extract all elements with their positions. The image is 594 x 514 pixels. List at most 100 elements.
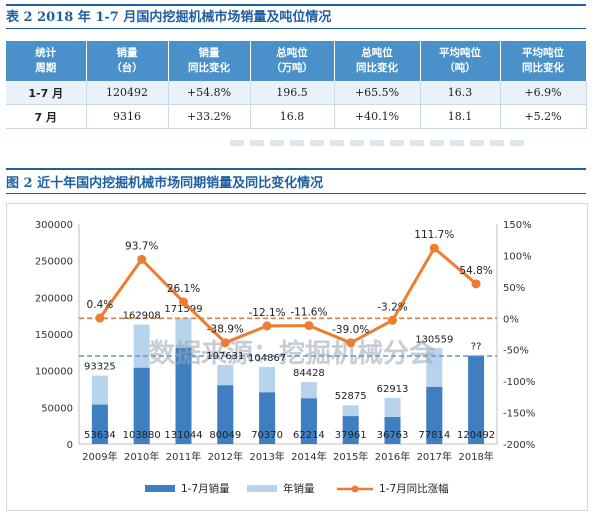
table-row: 7 月 9316 +33.2% 16.8 +40.1% 18.1 +5.2%	[6, 104, 587, 129]
right-tick-label: 100%	[503, 251, 532, 262]
table-cell: +5.2%	[500, 104, 587, 129]
growth-rate-label: -3.2%	[377, 301, 407, 313]
growth-rate-point	[388, 315, 397, 325]
growth-rate-label: -12.1%	[249, 307, 286, 319]
table-title: 表 2 2018 年 1-7 月国内挖掘机械市场销量及吨位情况	[6, 10, 332, 25]
table-row: 1-7 月 120492 +54.8% 196.5 +65.5% 16.3 +6…	[6, 81, 587, 105]
annual-sales-label: 84428	[293, 368, 325, 379]
faint-source-note	[230, 140, 530, 146]
annual-sales-label: 62913	[377, 384, 409, 395]
jan-jul-sales-label: 80049	[209, 430, 241, 441]
growth-rate-label: 111.7%	[414, 229, 454, 241]
chart-title-rule	[6, 193, 586, 194]
left-tick-label: 100000	[35, 367, 73, 378]
annual-sales-label: 107631	[206, 351, 244, 362]
growth-rate-label: -38.9%	[207, 324, 244, 336]
legend-label-growth: 1-7月同比涨幅	[379, 482, 449, 495]
x-tick-label: 2010年	[124, 450, 159, 463]
header-cell: 总吨位 同比变化	[334, 41, 421, 81]
table-cell: 196.5	[250, 81, 335, 105]
x-tick-label: 2012年	[208, 450, 243, 463]
table-title-rule	[6, 28, 586, 29]
x-tick-label: 2011年	[166, 450, 201, 463]
right-tick-label: -150%	[503, 409, 535, 420]
jan-jul-sales-bar	[175, 347, 192, 444]
annual-sales-label: 93325	[84, 362, 116, 373]
table-top-rule	[6, 4, 586, 6]
x-tick-label: 2013年	[249, 450, 284, 463]
left-tick-label: 300000	[35, 220, 73, 231]
stats-table: 统计 周期 销量 （台） 销量 同比变化 总吨位 （万吨） 总吨位 同比变化 平均吨位 （吨…	[6, 41, 587, 129]
table-header-row: 统计 周期 销量 （台） 销量 同比变化 总吨位 （万吨） 总吨位 同比变化 平均吨位 （吨…	[6, 41, 587, 81]
table-cell: +54.8%	[168, 81, 251, 105]
left-tick-label: 200000	[35, 293, 73, 304]
legend-label-annual: 年销量	[283, 482, 315, 495]
growth-rate-label: -11.6%	[290, 307, 327, 319]
jan-jul-sales-label: 77814	[418, 430, 450, 441]
jan-jul-sales-bar	[300, 398, 317, 444]
table-cell: 1-7 月	[6, 81, 87, 105]
left-tick-label: 0	[67, 440, 73, 451]
growth-rate-point	[262, 321, 272, 331]
legend-swatch-jan-jul	[145, 485, 175, 492]
legend-label-jan-jul: 1-7月销量	[181, 482, 230, 495]
table-cell: 16.3	[420, 81, 501, 105]
jan-jul-sales-bar	[342, 416, 359, 444]
growth-rate-point	[95, 313, 105, 323]
table-cell: 18.1	[420, 104, 501, 129]
right-tick-label: -100%	[503, 377, 535, 388]
right-tick-label: 50%	[503, 283, 525, 294]
growth-rate-point	[137, 254, 147, 264]
left-tick-label: 150000	[35, 330, 73, 341]
growth-rate-point	[220, 338, 230, 348]
growth-rate-point	[471, 279, 481, 289]
left-tick-label: 50000	[41, 403, 73, 414]
header-cell: 销量 同比变化	[168, 41, 251, 81]
annual-sales-label: 130559	[415, 334, 453, 345]
jan-jul-sales-bar	[91, 404, 108, 444]
annual-sales-label: 104867	[248, 353, 286, 364]
header-cell: 总吨位 （万吨）	[250, 41, 335, 81]
jan-jul-sales-label: 62214	[293, 430, 325, 441]
annual-sales-label: ??	[471, 342, 482, 353]
header-cell: 统计 周期	[6, 41, 87, 81]
jan-jul-sales-bar	[384, 417, 401, 444]
left-tick-label: 250000	[35, 257, 73, 268]
table-cell: 7 月	[6, 104, 87, 129]
legend-swatch-annual	[247, 485, 277, 492]
growth-rate-line	[98, 245, 478, 345]
jan-jul-sales-label: 70370	[251, 430, 283, 441]
growth-rate-point	[304, 321, 314, 331]
chart-title: 图 2 近十年国内挖掘机械市场同期销量及同比变化情况	[6, 176, 324, 191]
growth-rate-point	[429, 243, 439, 253]
jan-jul-sales-label: 36763	[377, 430, 409, 441]
jan-jul-sales-bar	[468, 355, 485, 444]
annual-sales-label: 52875	[335, 391, 367, 402]
chart-frame: 0 50000 100000 150000 200000 250000 300000 -200…	[6, 203, 588, 511]
growth-rate-label: 93.7%	[125, 240, 158, 252]
right-tick-label: 150%	[503, 220, 532, 231]
x-tick-label: 2017年	[417, 450, 452, 463]
growth-rate-label: -39.0%	[332, 324, 369, 336]
chart-top-rule	[6, 168, 586, 170]
right-tick-label: -200%	[503, 440, 535, 451]
table-cell: 16.8	[250, 104, 335, 129]
x-tick-label: 2018年	[458, 450, 493, 463]
table-cell: +40.1%	[334, 104, 421, 129]
table-cell: 9316	[86, 104, 169, 129]
x-tick-label: 2015年	[333, 450, 368, 463]
watermark-text: 数据来源：挖掘机械分会	[149, 338, 435, 369]
growth-rate-label: 54.8%	[459, 265, 492, 277]
x-tick-label: 2009年	[82, 450, 117, 463]
header-cell: 销量 （台）	[86, 41, 169, 81]
jan-jul-sales-bar	[259, 392, 276, 444]
table-cell: +65.5%	[334, 81, 421, 105]
header-cell: 平均吨位 （吨）	[420, 41, 501, 81]
chart-svg: 0 50000 100000 150000 200000 250000 300000 -200…	[35, 220, 535, 495]
growth-rate-label: 26.1%	[167, 283, 200, 295]
growth-rate-point	[179, 297, 188, 307]
x-tick-label: 2016年	[375, 450, 410, 463]
table-cell: +33.2%	[168, 104, 251, 129]
table-cell: 120492	[86, 81, 169, 105]
jan-jul-sales-label: 53634	[84, 430, 116, 441]
